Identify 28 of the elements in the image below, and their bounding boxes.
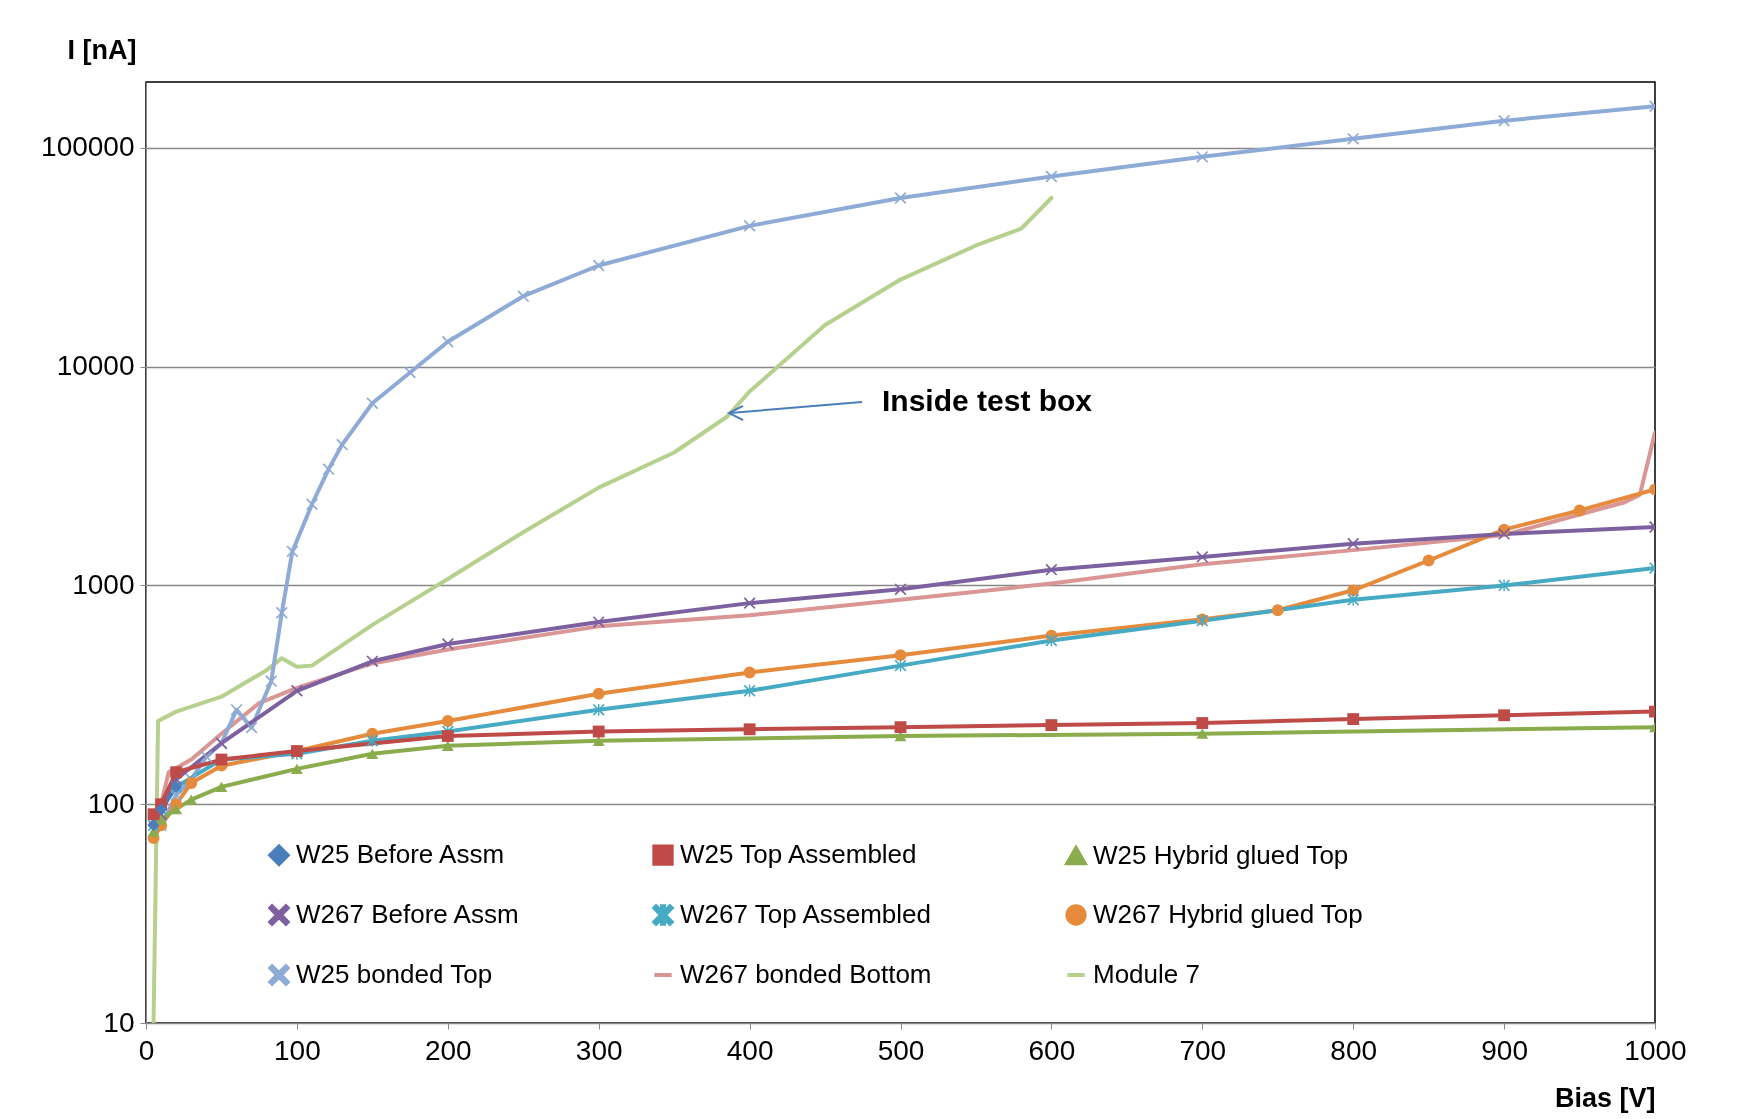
x-tick-label: 800 (1330, 1034, 1378, 1066)
y-tick-label: 1000 (72, 568, 135, 600)
y-tick-label: 10 (103, 1006, 135, 1038)
y-tick-label: 100000 (41, 131, 135, 163)
x-tick-label: 400 (726, 1034, 774, 1066)
x-tick-label: 1000 (1624, 1034, 1687, 1066)
legend-label: W25 bonded Top (296, 959, 493, 989)
x-tick-label: 0 (138, 1034, 155, 1066)
x-tick-label: 300 (575, 1034, 623, 1066)
legend-label: W25 Top Assembled (680, 839, 917, 870)
legend-label: W267 Top Assembled (680, 899, 931, 929)
y-axis-title: I [nA] (67, 34, 137, 65)
annotation: Inside test box (882, 384, 1093, 417)
x-tick-label: 500 (877, 1034, 925, 1066)
legend-label: Module 7 (1093, 959, 1200, 989)
x-tick-label: 200 (424, 1034, 472, 1066)
legend-label: W267 Hybrid glued Top (1093, 899, 1363, 929)
y-tick-label: 10000 (56, 350, 135, 382)
x-tick-label: 600 (1028, 1034, 1076, 1066)
legend-label: W267 Before Assm (296, 899, 519, 929)
y-tick-label: 100 (87, 787, 135, 819)
legend-label: W25 Hybrid glued Top (1093, 839, 1349, 870)
legend-label: W25 Before Assm (296, 839, 505, 870)
x-tick-label: 900 (1481, 1034, 1528, 1066)
x-tick-label: 700 (1179, 1034, 1227, 1066)
legend-label: W267 bonded Bottom (680, 959, 932, 989)
x-axis-title: Bias [V] (1554, 1082, 1656, 1113)
x-tick-label: 100 (274, 1034, 321, 1066)
